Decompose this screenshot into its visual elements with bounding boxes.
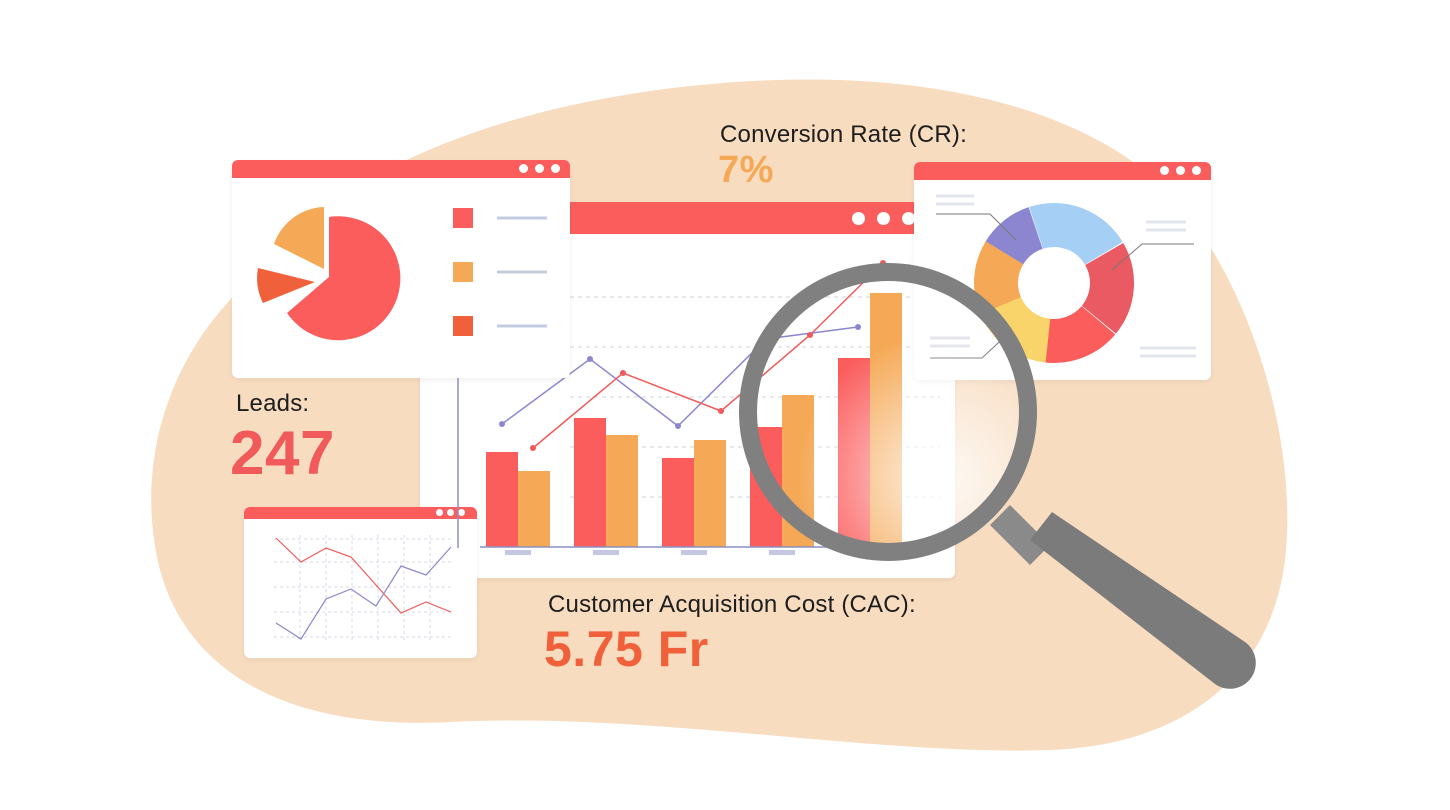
conversion-rate-value: 7% [718, 149, 774, 191]
cac-value: 5.75 Fr [544, 621, 709, 677]
window-controls-icon [519, 164, 560, 173]
window-controls-icon [852, 212, 915, 225]
leads-label: Leads: [236, 390, 310, 417]
window-controls-icon [436, 509, 465, 516]
leads-value: 247 [230, 419, 335, 488]
window-title-bar [244, 507, 477, 519]
window-title-bar [232, 160, 570, 178]
window-controls-icon [1160, 166, 1201, 175]
pie-chart-window [232, 160, 570, 378]
conversion-rate-label: Conversion Rate (CR): [720, 121, 967, 148]
window-title-bar [914, 162, 1211, 180]
pie-chart [257, 207, 547, 341]
cac-label: Customer Acquisition Cost (CAC): [548, 591, 916, 618]
mini-line-chart [274, 535, 454, 641]
line-chart-window [244, 507, 477, 658]
